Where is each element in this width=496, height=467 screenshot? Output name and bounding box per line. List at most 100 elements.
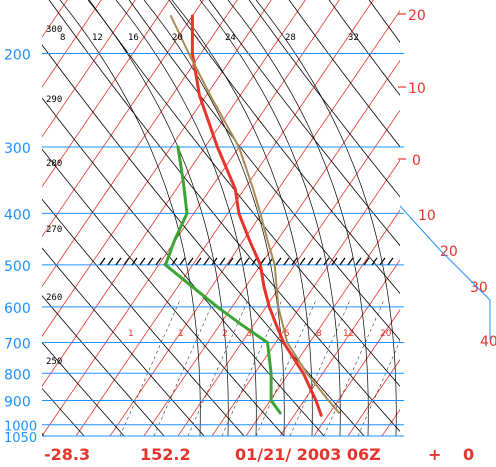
dry-adiabat-line xyxy=(48,0,400,433)
isotherm-line xyxy=(143,59,400,436)
mixing-ratio-label: 5 xyxy=(284,329,290,339)
wet-bulb-label: 28 xyxy=(285,33,296,43)
potential-temperature-label: 300 xyxy=(46,25,62,35)
dry-adiabat-line xyxy=(42,341,125,436)
dry-adiabat-line xyxy=(0,0,22,456)
dry-adiabat-line xyxy=(368,0,400,43)
hatch-mark xyxy=(315,257,322,266)
footer-value-mid: 152.2 xyxy=(140,445,191,464)
isotherm-line xyxy=(42,0,238,288)
potential-temperature-label: 250 xyxy=(46,357,62,367)
isotherm-line xyxy=(42,0,136,138)
moist-adiabat-line xyxy=(115,0,257,436)
hatch-mark xyxy=(107,257,114,266)
dry-adiabat-line xyxy=(42,44,365,436)
mixing-ratio-line xyxy=(357,340,400,436)
hatch-mark xyxy=(155,257,162,266)
footer-value-left: -28.3 xyxy=(44,445,90,464)
dry-adiabat-line xyxy=(288,0,400,148)
dry-adiabat-line xyxy=(328,0,400,96)
sounding-series xyxy=(164,14,341,417)
pressure-tick-label: 800 xyxy=(4,367,31,383)
moist-adiabat-line xyxy=(255,0,397,436)
wet-bulb-label: 24 xyxy=(225,33,236,43)
isotherm-line xyxy=(381,408,400,436)
moist-adiabat-line xyxy=(87,0,229,436)
isotherm-line xyxy=(450,0,496,436)
potential-temperature-label: 270 xyxy=(46,225,62,235)
hatch-mark xyxy=(131,257,138,266)
wet-bulb-label: 12 xyxy=(92,33,103,43)
dry-adiabat-line xyxy=(42,295,165,436)
moist-adiabat-line xyxy=(59,0,201,436)
hatch-mark xyxy=(115,257,122,266)
potential-temperature-label: 290 xyxy=(46,95,62,105)
mixing-ratio-label: 8 xyxy=(316,329,322,339)
moist-adiabat-grid xyxy=(59,0,397,436)
hatch-mark xyxy=(187,257,194,266)
dry-adiabat-line xyxy=(248,0,400,198)
hatch-mark xyxy=(211,257,218,266)
mixing-ratio-line xyxy=(289,299,351,436)
dry-adiabat-line xyxy=(88,0,400,387)
dry-adiabat-line xyxy=(128,0,400,341)
isotherm-line xyxy=(75,0,374,436)
mixing-ratio-grid xyxy=(119,299,400,436)
temperature-tick-label: 40 xyxy=(480,334,496,350)
isotherm-line xyxy=(42,0,272,337)
dry-adiabat-line xyxy=(42,247,205,436)
temperature-tick-label: 10 xyxy=(418,208,436,224)
pressure-tick-label: 200 xyxy=(4,47,31,63)
pressure-tick-label: 1000 xyxy=(4,420,37,435)
hatch-mark xyxy=(171,257,178,266)
hatch-mark xyxy=(139,257,146,266)
isotherm-line xyxy=(177,109,400,436)
hatch-mark xyxy=(227,257,234,266)
isotherm-line xyxy=(42,0,102,88)
footer: -28.3 152.2 01/21/ 2003 06Z + 0 xyxy=(44,445,474,464)
hatch-mark xyxy=(147,257,154,266)
wet-bulb-label: 16 xyxy=(128,33,139,43)
dry-adiabat-grid xyxy=(0,0,400,456)
footer-value-right: 0 xyxy=(463,445,474,464)
pressure-tick-label: 400 xyxy=(4,207,31,223)
isotherm-line xyxy=(42,0,170,188)
hatch-mark xyxy=(387,257,394,266)
mixing-ratio-line xyxy=(119,299,181,436)
isotherm-line xyxy=(42,0,306,387)
hatch-mark xyxy=(275,257,282,266)
pressure-tick-label: 300 xyxy=(4,141,31,157)
hatch-mark xyxy=(291,257,298,266)
moist-adiabat-line xyxy=(199,0,341,436)
hatch-mark xyxy=(379,257,386,266)
dry-adiabat-line xyxy=(42,148,285,436)
hatch-mark xyxy=(307,257,314,266)
hatch-mark xyxy=(331,257,338,266)
mixing-ratio-label: 1 xyxy=(128,329,134,339)
potential-temperature-label: 280 xyxy=(46,159,62,169)
pressure-tick-label: 1050 xyxy=(4,431,37,446)
mixing-ratio-label: 2 xyxy=(222,329,228,339)
temperature-tick-label: 20 xyxy=(440,244,458,260)
wet-bulb-label: 20 xyxy=(172,33,183,43)
hatched-level-annotation xyxy=(99,257,394,266)
hatch-mark xyxy=(99,257,106,266)
isotherm-line xyxy=(211,159,400,436)
temperature-tick-label: 0 xyxy=(412,153,421,169)
hatch-mark xyxy=(235,257,242,266)
isotherm-line xyxy=(279,259,400,436)
hatch-mark xyxy=(323,257,330,266)
mixing-ratio-label: 1 xyxy=(178,329,184,339)
hatch-mark xyxy=(371,257,378,266)
hatch-mark xyxy=(299,257,306,266)
right-boundary-line xyxy=(399,205,491,340)
mixing-ratio-line xyxy=(323,299,385,436)
dry-adiabat-line xyxy=(42,198,245,436)
hatch-mark xyxy=(347,257,354,266)
dewpoint-profile-line xyxy=(164,145,282,415)
pressure-tick-label: 900 xyxy=(4,394,31,410)
hatch-mark xyxy=(179,257,186,266)
